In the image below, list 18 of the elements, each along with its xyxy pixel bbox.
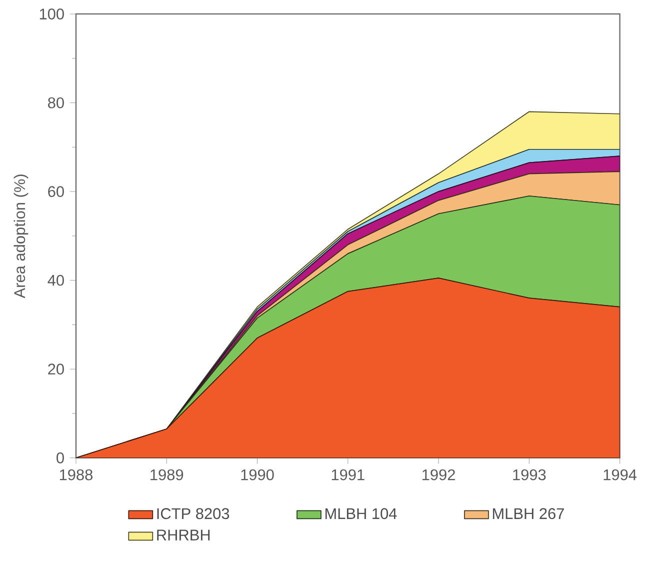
y-tick-label: 40 — [48, 274, 64, 286]
y-axis-title: Area adoption (%) — [14, 174, 28, 298]
y-tick-label: 0 — [56, 452, 64, 464]
legend-label: MLBH 104 — [326, 508, 397, 520]
x-tick-label: 1992 — [422, 469, 455, 480]
y-tick-label: 20 — [48, 364, 64, 375]
x-tick-label: 1989 — [150, 469, 184, 480]
x-tick-label: 1988 — [60, 469, 92, 480]
y-tick-label: 100 — [40, 8, 64, 20]
x-tick-label: 1991 — [332, 469, 364, 480]
y-tick-label: 60 — [48, 186, 64, 198]
y-tick-label: 80 — [48, 97, 64, 108]
x-tick-label: 1993 — [513, 469, 546, 480]
x-tick-label: 1994 — [604, 469, 637, 480]
legend-label: ICTP 8203 — [157, 508, 230, 520]
legend-label: RHRBH — [157, 530, 210, 540]
legend-label: MLBH 267 — [492, 508, 564, 520]
x-tick-label: 1990 — [241, 469, 274, 480]
